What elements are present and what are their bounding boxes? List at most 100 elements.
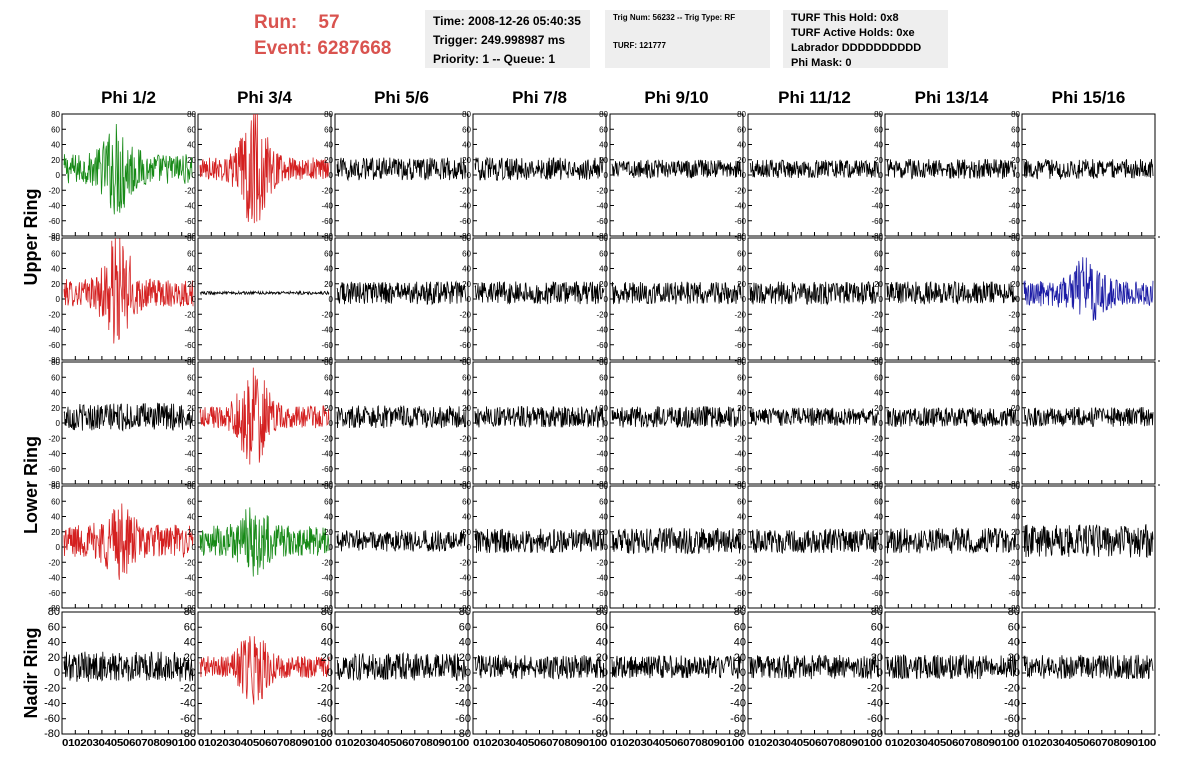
- y-tick-label: -80: [1008, 480, 1020, 489]
- y-tick-label: 80: [737, 234, 746, 243]
- y-tick-label: -80: [321, 232, 333, 241]
- y-tick-label: 80: [599, 234, 608, 243]
- y-tick-label: -80: [596, 356, 608, 365]
- column-header: Phi 11/12: [778, 88, 851, 107]
- waveform-trace: [749, 528, 880, 555]
- y-tick-label: 60: [874, 373, 883, 382]
- y-tick-label: 80: [459, 606, 471, 618]
- y-tick-label: -20: [871, 434, 883, 443]
- y-tick-label: 60: [1011, 497, 1020, 506]
- y-tick-label: -20: [48, 434, 60, 443]
- y-tick-label: 80: [48, 606, 60, 618]
- waveform-trace: [611, 281, 742, 305]
- waveform-trace: [474, 280, 605, 305]
- y-tick-label: -80: [184, 480, 196, 489]
- y-tick-label: 20: [1011, 528, 1020, 537]
- y-tick-label: 80: [324, 482, 333, 491]
- y-tick-label: 80: [462, 482, 471, 491]
- column-header: Phi 3/4: [237, 88, 292, 107]
- y-tick-label: 20: [599, 528, 608, 537]
- y-tick-label: -40: [321, 202, 333, 211]
- y-tick-label: 20: [1011, 156, 1020, 165]
- y-tick-label: -20: [317, 682, 333, 694]
- y-tick-label: 60: [1008, 621, 1020, 633]
- y-tick-label: 80: [187, 358, 196, 367]
- waveform-trace: [1023, 257, 1154, 321]
- y-tick-label: 0: [329, 295, 334, 304]
- y-tick-label: -60: [871, 589, 883, 598]
- y-tick-label: -20: [596, 310, 608, 319]
- y-tick-label: 60: [187, 125, 196, 134]
- y-tick-label: 60: [599, 497, 608, 506]
- y-tick-label: -80: [321, 604, 333, 613]
- y-tick-label: -80: [1008, 232, 1020, 241]
- event-line: Event: 6287668: [254, 36, 391, 62]
- y-tick-label: 60: [324, 249, 333, 258]
- y-tick-label: 40: [462, 265, 471, 274]
- y-tick-label: 80: [462, 110, 471, 119]
- y-tick-label: 60: [874, 249, 883, 258]
- y-tick-label: -60: [321, 341, 333, 350]
- waveform-trace: [336, 651, 467, 682]
- y-tick-label: -80: [184, 604, 196, 613]
- y-tick-label: 40: [1011, 513, 1020, 522]
- y-tick-label: -40: [1004, 698, 1020, 710]
- y-tick-label: -80: [459, 480, 471, 489]
- y-tick-label: -80: [867, 728, 883, 740]
- y-tick-label: -20: [730, 682, 746, 694]
- y-tick-label: 60: [462, 497, 471, 506]
- y-tick-label: 60: [737, 249, 746, 258]
- waveform-panel: [1021, 237, 1156, 361]
- y-tick-label: -80: [734, 604, 746, 613]
- y-tick-label: 60: [324, 497, 333, 506]
- y-tick-label: -40: [871, 574, 883, 583]
- y-tick-label: 0: [879, 419, 884, 428]
- y-tick-label: 80: [871, 606, 883, 618]
- y-tick-label: 40: [324, 265, 333, 274]
- labrador-text: Labrador DDDDDDDDDD: [791, 42, 922, 54]
- y-tick-label: 40: [596, 637, 608, 649]
- y-tick-label: 80: [187, 482, 196, 491]
- waveform-trace: [63, 402, 194, 432]
- x-axis-labels: 0102030405060708090100: [335, 738, 470, 749]
- y-tick-label: -80: [180, 728, 196, 740]
- y-tick-label: 20: [737, 156, 746, 165]
- y-tick-label: -80: [184, 356, 196, 365]
- y-tick-label: 0: [56, 171, 61, 180]
- y-tick-label: 60: [737, 373, 746, 382]
- y-tick-label: 0: [742, 543, 747, 552]
- y-tick-label: -60: [734, 341, 746, 350]
- x-axis-labels: 0102030405060708090100: [473, 738, 608, 749]
- y-tick-label: -20: [184, 186, 196, 195]
- y-tick-label: 0: [1016, 171, 1021, 180]
- y-tick-label: -20: [321, 310, 333, 319]
- y-tick-label: 40: [737, 141, 746, 150]
- y-tick-label: 60: [462, 373, 471, 382]
- y-tick-label: 20: [324, 528, 333, 537]
- y-tick-label: 60: [1011, 249, 1020, 258]
- y-tick-label: -60: [1008, 589, 1020, 598]
- y-tick-label: -60: [48, 341, 60, 350]
- y-tick-label: -40: [44, 698, 60, 710]
- y-tick-label: -60: [871, 341, 883, 350]
- waveform-trace: [611, 406, 742, 428]
- y-tick-label: 20: [324, 156, 333, 165]
- waveform-trace: [1023, 406, 1154, 427]
- waveform-trace: [886, 280, 1017, 305]
- y-tick-label: -40: [730, 698, 746, 710]
- y-tick-label: 0: [879, 171, 884, 180]
- y-tick-label: 80: [1011, 110, 1020, 119]
- y-tick-label: 80: [462, 234, 471, 243]
- y-tick-label: 80: [1011, 482, 1020, 491]
- y-tick-label: -20: [459, 558, 471, 567]
- y-tick-label: -40: [596, 574, 608, 583]
- y-tick-label: -40: [459, 574, 471, 583]
- y-tick-label: 60: [462, 249, 471, 258]
- y-tick-label: -40: [734, 202, 746, 211]
- y-tick-label: 20: [324, 280, 333, 289]
- waveform-trace: [199, 290, 330, 296]
- y-tick-label: 0: [879, 295, 884, 304]
- y-tick-label: -40: [871, 450, 883, 459]
- y-tick-label: -20: [596, 186, 608, 195]
- y-tick-label: 0: [56, 295, 61, 304]
